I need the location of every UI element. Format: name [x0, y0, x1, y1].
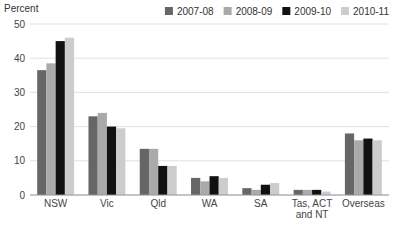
bar: [149, 149, 158, 195]
bar: [261, 185, 270, 195]
bar: [191, 178, 200, 195]
bar: [158, 166, 167, 195]
legend-swatch: [224, 7, 232, 15]
grid-line: [30, 160, 389, 161]
x-tick-label: Vic: [100, 198, 114, 209]
bar: [242, 188, 251, 195]
bar: [65, 38, 74, 195]
bar: [294, 190, 303, 195]
bar: [88, 116, 97, 195]
bar: [373, 140, 382, 195]
x-tick-label: Qld: [150, 198, 166, 209]
chart: 0 10 20 30 40 50 Percent NSW Vic Qld WA SA Tas, ACTa…: [0, 0, 397, 227]
bar: [98, 113, 107, 195]
y-tick-label: 10: [14, 155, 26, 166]
bar: [219, 178, 228, 195]
x-tick-label: Overseas: [342, 198, 385, 209]
bar: [210, 176, 219, 195]
x-tick-label: NSW: [44, 198, 68, 209]
bar: [354, 140, 363, 195]
legend-swatch: [282, 7, 290, 15]
legend: 2007-08 2008-09 2009-10 2010-11: [165, 6, 390, 17]
bar: [37, 70, 46, 195]
grid-line: [30, 92, 389, 93]
y-tick-label: 50: [14, 19, 26, 30]
y-tick-label: 20: [14, 121, 26, 132]
bar: [363, 139, 372, 195]
grid-line: [30, 195, 389, 196]
bar: [252, 190, 261, 195]
chart-container: 0 10 20 30 40 50 Percent NSW Vic Qld WA SA Tas, ACTa…: [0, 0, 397, 227]
legend-swatch: [341, 7, 349, 15]
x-tick-label: Tas, ACTand NT: [292, 198, 333, 220]
bar: [303, 190, 312, 195]
legend-label: 2007-08: [177, 6, 214, 17]
bars: [37, 38, 382, 195]
x-axis-line: [30, 195, 389, 196]
x-tick-label: WA: [202, 198, 218, 209]
grid-line: [30, 24, 389, 25]
grid-line: [30, 126, 389, 127]
bar: [56, 41, 65, 195]
legend-label: 2008-09: [236, 6, 273, 17]
y-axis-label: Percent: [4, 3, 39, 14]
y-tick-label: 40: [14, 53, 26, 64]
bar: [107, 127, 116, 195]
bar: [116, 128, 125, 195]
bar: [270, 183, 279, 195]
bar: [46, 63, 55, 195]
grid: [30, 24, 389, 195]
bar: [312, 190, 321, 195]
y-tick-label: 30: [14, 87, 26, 98]
bar: [140, 149, 149, 195]
grid-line: [30, 58, 389, 59]
legend-label: 2009-10: [294, 6, 331, 17]
legend-swatch: [165, 7, 173, 15]
bar: [167, 166, 176, 195]
legend-label: 2010-11: [353, 6, 389, 17]
x-tick-label: SA: [254, 198, 268, 209]
bar: [321, 192, 330, 195]
bar: [200, 181, 209, 195]
bar: [345, 133, 354, 195]
y-tick-label: 0: [19, 190, 25, 201]
